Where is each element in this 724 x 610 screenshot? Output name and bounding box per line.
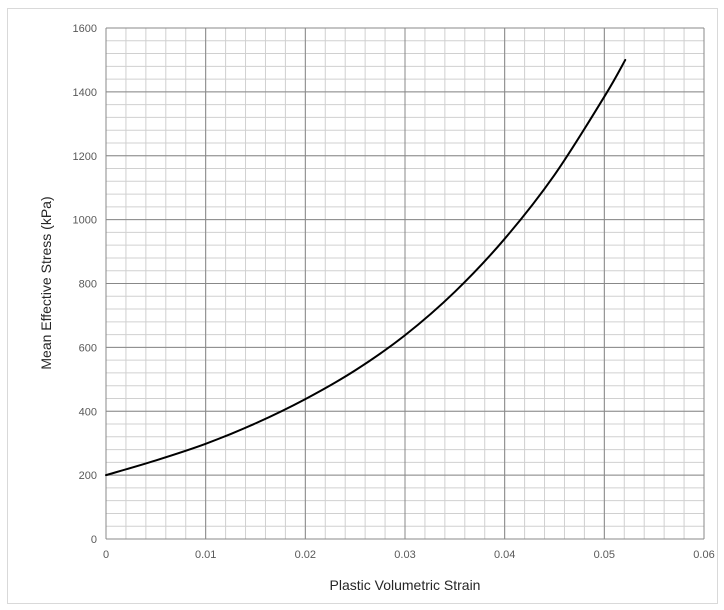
y-tick-label: 1200 <box>73 151 97 163</box>
y-axis-ticks: 0 200 400 600 800 1000 1200 1400 1600 <box>73 23 97 546</box>
x-tick-label: 0.04 <box>494 549 515 561</box>
x-axis-ticks: 0 0.01 0.02 0.03 0.04 0.05 0.06 <box>103 549 715 561</box>
x-tick-label: 0 <box>103 549 109 561</box>
y-tick-label: 800 <box>79 279 97 291</box>
x-tick-label: 0.02 <box>295 549 316 561</box>
series-line <box>105 58 627 477</box>
x-tick-label: 0.06 <box>693 549 714 561</box>
x-tick-label: 0.05 <box>594 549 615 561</box>
y-tick-label: 1400 <box>73 87 97 99</box>
x-axis-title: Plastic Volumetric Strain <box>330 577 481 593</box>
x-tick-label: 0.03 <box>394 549 415 561</box>
major-grid <box>105 27 705 540</box>
y-tick-label: 200 <box>79 470 97 482</box>
y-tick-label: 400 <box>79 406 97 418</box>
y-axis-title: Mean Effective Stress (kPa) <box>38 196 54 369</box>
y-tick-label: 0 <box>91 534 97 546</box>
y-tick-label: 600 <box>79 342 97 354</box>
y-tick-label: 1600 <box>73 23 97 35</box>
x-tick-label: 0.01 <box>195 549 216 561</box>
series-layer <box>105 58 627 477</box>
y-tick-label: 1000 <box>73 215 97 227</box>
